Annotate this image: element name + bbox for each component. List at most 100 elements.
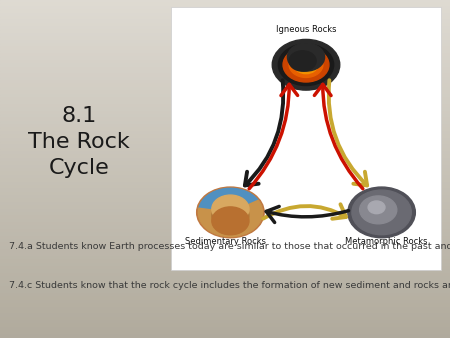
Circle shape <box>272 40 340 90</box>
Bar <box>0 308 450 311</box>
Bar <box>0 27 450 30</box>
Bar <box>0 318 450 321</box>
FancyArrowPatch shape <box>266 207 349 222</box>
Bar <box>0 95 450 98</box>
Bar <box>0 64 450 68</box>
Bar <box>0 199 450 203</box>
Bar <box>0 216 450 220</box>
Bar <box>0 314 450 318</box>
Bar <box>0 287 450 291</box>
Circle shape <box>289 52 323 77</box>
Bar <box>0 125 450 128</box>
Circle shape <box>283 48 329 82</box>
Circle shape <box>278 44 334 86</box>
Bar <box>0 71 450 74</box>
FancyArrowPatch shape <box>245 80 284 186</box>
Circle shape <box>352 190 411 235</box>
Bar <box>0 41 450 44</box>
Bar <box>0 206 450 210</box>
Bar <box>0 169 450 172</box>
FancyArrowPatch shape <box>263 204 346 219</box>
Bar <box>0 105 450 108</box>
Bar <box>0 68 450 71</box>
Circle shape <box>212 207 249 235</box>
Bar <box>0 135 450 139</box>
Bar <box>0 301 450 304</box>
Bar <box>0 139 450 142</box>
Bar <box>0 264 450 267</box>
Bar <box>0 57 450 61</box>
Circle shape <box>212 195 249 223</box>
Bar <box>0 260 450 264</box>
Bar <box>0 54 450 57</box>
Bar <box>0 84 450 88</box>
Text: 7.4.a Students know Earth processes today are similar to those that occurred in : 7.4.a Students know Earth processes toda… <box>9 242 450 251</box>
Bar <box>0 115 450 118</box>
Text: Metamorphic Rocks: Metamorphic Rocks <box>345 237 427 246</box>
Bar <box>0 145 450 149</box>
Bar <box>0 179 450 183</box>
Bar <box>0 142 450 145</box>
Bar <box>0 196 450 199</box>
Circle shape <box>288 43 324 71</box>
Bar <box>0 257 450 260</box>
Text: 7.4.c Students know that the rock cycle includes the formation of new sediment a: 7.4.c Students know that the rock cycle … <box>9 281 450 290</box>
Bar <box>0 230 450 233</box>
Circle shape <box>348 187 415 238</box>
Bar <box>0 335 450 338</box>
Circle shape <box>368 201 385 214</box>
Bar <box>0 291 450 294</box>
Circle shape <box>294 56 318 74</box>
Bar <box>0 98 450 101</box>
Bar <box>0 0 450 3</box>
Bar <box>0 7 450 10</box>
Bar <box>0 304 450 308</box>
Bar <box>0 74 450 78</box>
Bar <box>0 162 450 166</box>
Bar <box>0 237 450 240</box>
Bar <box>0 149 450 152</box>
Bar <box>0 226 450 230</box>
Bar <box>0 118 450 122</box>
Bar <box>0 91 450 95</box>
Bar <box>0 189 450 193</box>
Bar <box>0 112 450 115</box>
Bar <box>0 324 450 328</box>
Text: Igneous Rocks: Igneous Rocks <box>276 25 336 34</box>
Text: 8.1
The Rock
Cycle: 8.1 The Rock Cycle <box>28 105 130 178</box>
Bar <box>0 24 450 27</box>
Bar <box>0 294 450 297</box>
Bar <box>0 240 450 243</box>
Bar <box>0 159 450 162</box>
Bar <box>0 250 450 254</box>
Bar <box>0 223 450 226</box>
Bar <box>0 128 450 132</box>
Bar <box>0 311 450 314</box>
Bar <box>0 132 450 135</box>
Bar <box>0 101 450 105</box>
Bar <box>0 297 450 301</box>
Bar <box>0 247 450 250</box>
Bar <box>0 47 450 51</box>
Bar <box>0 166 450 169</box>
Bar <box>0 20 450 24</box>
Bar <box>0 51 450 54</box>
Bar <box>0 61 450 64</box>
Bar <box>0 274 450 277</box>
FancyBboxPatch shape <box>171 7 441 270</box>
Circle shape <box>299 60 313 70</box>
Bar <box>0 152 450 155</box>
Bar <box>0 3 450 7</box>
Bar <box>0 254 450 257</box>
Bar <box>0 183 450 186</box>
Text: Sedimentary Rocks: Sedimentary Rocks <box>185 237 266 246</box>
Bar <box>0 203 450 206</box>
FancyArrowPatch shape <box>315 84 363 189</box>
Bar <box>0 172 450 176</box>
Bar <box>0 186 450 189</box>
Bar <box>0 10 450 14</box>
FancyArrowPatch shape <box>328 80 367 186</box>
Bar <box>0 220 450 223</box>
Wedge shape <box>198 200 262 237</box>
Bar <box>0 328 450 331</box>
